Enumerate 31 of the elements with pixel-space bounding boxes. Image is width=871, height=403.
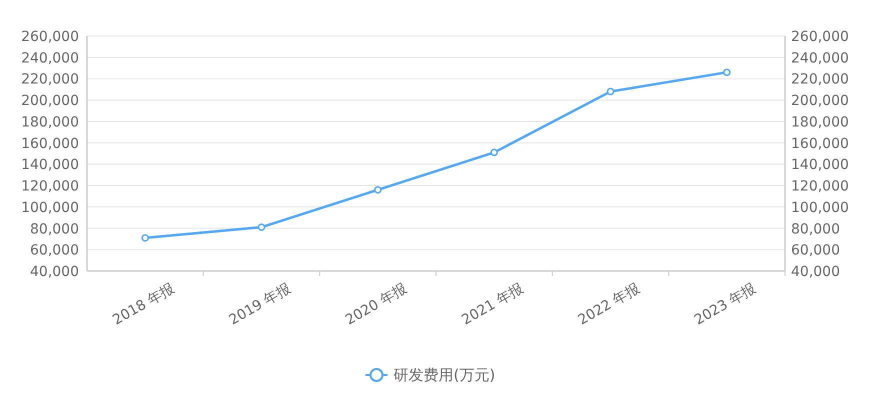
y-tick-label: 60,000 [30, 242, 79, 259]
y-tick-label: 200,000 [21, 93, 79, 110]
y2-tick-label: 80,000 [791, 221, 840, 238]
y-tick-label: 120,000 [21, 178, 79, 195]
y-tick-label: 140,000 [21, 157, 79, 174]
y2-tick-label: 200,000 [791, 93, 849, 110]
y-tick-label: 160,000 [21, 136, 79, 152]
y2-tick-label: 160,000 [791, 136, 849, 152]
y2-tick-label: 60,000 [791, 242, 840, 259]
y2-tick-label: 260,000 [791, 29, 849, 45]
y-tick-label: 180,000 [21, 114, 79, 130]
y2-tick-label: 100,000 [791, 200, 849, 216]
y2-tick-label: 40,000 [791, 264, 840, 280]
point [258, 223, 266, 231]
y-tick-label: 40,000 [30, 264, 79, 280]
y-tick-label: 260,000 [21, 29, 79, 45]
y2-tick-label: 220,000 [791, 72, 849, 88]
y-tick-label: 80,000 [30, 221, 79, 238]
point [606, 88, 614, 96]
y-tick-label: 220,000 [21, 72, 79, 88]
y2-tick-label: 140,000 [791, 157, 849, 174]
y2-tick-label: 240,000 [791, 50, 849, 66]
point [490, 148, 498, 156]
legend-label: 研发费用(万元) [394, 366, 496, 384]
y2-tick-label: 180,000 [791, 114, 849, 130]
y2-tick-label: 120,000 [791, 178, 849, 195]
y-tick-label: 100,000 [21, 200, 79, 216]
point [141, 234, 149, 242]
point [374, 186, 382, 194]
point [723, 68, 731, 76]
y-tick-label: 240,000 [21, 50, 79, 66]
